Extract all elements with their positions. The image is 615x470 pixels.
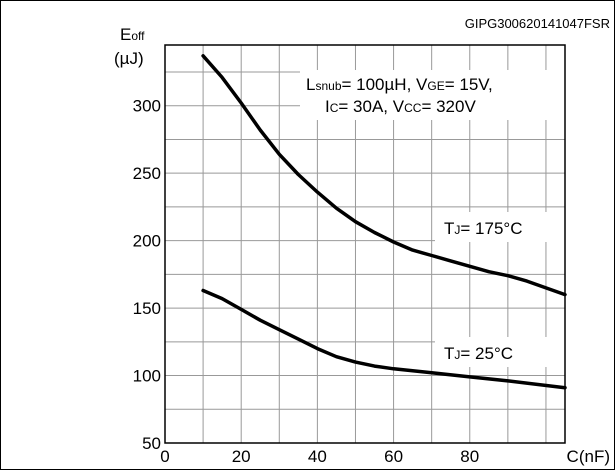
- figure-code: GIPG300620141047FSR: [465, 16, 610, 31]
- x-tick-label: 20: [232, 447, 251, 466]
- x-axis-label: C(nF): [567, 447, 610, 466]
- x-tick-label: 0: [160, 447, 169, 466]
- y-tick-label: 300: [133, 97, 161, 116]
- y-axis-label: Eoff: [120, 25, 145, 44]
- series-label-tj-25: TJ= 25°C: [444, 344, 513, 363]
- y-axis-unit: (µJ): [114, 49, 144, 68]
- label-bg-25: [435, 337, 567, 367]
- y-tick-label: 50: [142, 434, 161, 453]
- x-tick-label: 80: [460, 447, 479, 466]
- conditions-box: [300, 70, 568, 120]
- series-line-tj-25: [201, 288, 567, 390]
- x-tick-label: 60: [384, 447, 403, 466]
- conditions-line-1: Lsnub= 100µH, VGE= 15V,: [306, 75, 493, 94]
- y-tick-label: 100: [133, 367, 161, 386]
- x-tick-label: 40: [308, 447, 327, 466]
- y-tick-label: 250: [133, 164, 161, 183]
- y-tick-label: 150: [133, 299, 161, 318]
- series-line-tj-175: [201, 54, 567, 297]
- series-label-tj-175: TJ= 175°C: [444, 219, 522, 238]
- plot-border: [164, 44, 566, 444]
- label-bg-175: [435, 212, 567, 242]
- y-tick-label: 200: [133, 232, 161, 251]
- conditions-line-2: IC= 30A, VCC= 320V: [325, 97, 476, 116]
